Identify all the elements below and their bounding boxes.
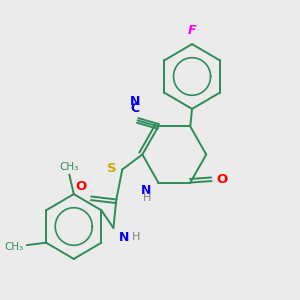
Text: C: C (131, 102, 140, 115)
Text: F: F (188, 24, 196, 37)
Text: S: S (107, 162, 117, 176)
Text: H: H (142, 193, 151, 203)
Text: O: O (76, 180, 87, 193)
Text: N: N (141, 184, 151, 196)
Text: CH₃: CH₃ (60, 162, 79, 172)
Text: N: N (119, 231, 130, 244)
Text: O: O (216, 173, 227, 186)
Text: H: H (132, 232, 140, 242)
Text: N: N (130, 95, 140, 108)
Text: CH₃: CH₃ (4, 242, 23, 252)
